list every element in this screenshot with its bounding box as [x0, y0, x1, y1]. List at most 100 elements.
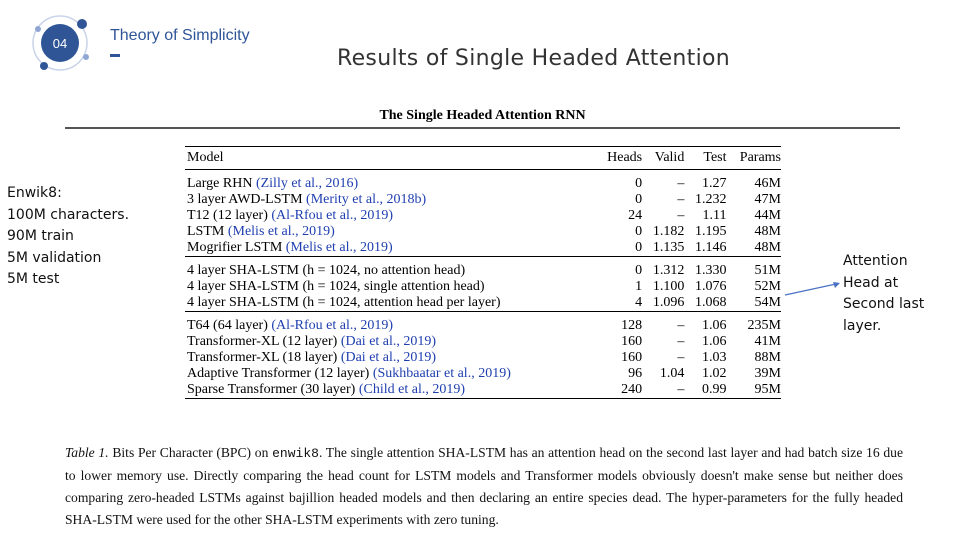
model-cell: Large RHN (Zilly et al., 2016) — [185, 170, 596, 193]
value-cell: 44M — [754, 208, 781, 223]
value-cell: 0 — [635, 192, 643, 207]
badge: 04 — [53, 36, 67, 51]
citation: (Merity et al., 2018b) — [306, 192, 427, 207]
value-cell: 1.04 — [659, 366, 685, 381]
value-cell: 0 — [595, 256, 643, 279]
value-cell: 96 — [628, 366, 643, 381]
table-row: LSTM (Melis et al., 2019) 0 1.182 1.195 48M — [185, 224, 781, 240]
citation: (Dai et al., 2019) — [340, 350, 437, 365]
value-cell: 235M — [726, 311, 781, 334]
value-cell: 1.068 — [695, 295, 727, 310]
note-line: Head at — [843, 274, 899, 291]
value-cell: 24 — [628, 208, 643, 223]
value-cell: 1.03 — [702, 350, 727, 365]
value-cell: 48M — [754, 224, 781, 239]
table-row: Transformer-XL (18 layer) (Dai et al., 2… — [185, 350, 781, 366]
model-name: 4 layer SHA-LSTM (h = 1024, single atten… — [187, 279, 485, 294]
table-row: Mogrifier LSTM (Melis et al., 2019) 0 1.13… — [185, 240, 781, 257]
model-name: Transformer-XL (18 layer) — [187, 350, 338, 365]
table-row: 4 layer SHA-LSTM (h = 1024, attention he… — [185, 295, 781, 312]
table-row: T64 (64 layer) (Al-Rfou et al., 2019) 128… — [185, 311, 781, 334]
citation: (Al-Rfou et al., 2019) — [271, 208, 394, 223]
caption-code: enwik8 — [272, 446, 319, 461]
value-cell: 88M — [754, 350, 781, 365]
model-cell: Transformer-XL (12 layer) (Dai et al., 2… — [185, 334, 596, 350]
value-cell: 46M — [754, 176, 781, 191]
header-cell: Heads — [595, 146, 643, 170]
table-row: T12 (12 layer) (Al-Rfou et al., 2019) 24 –… — [185, 208, 781, 224]
citation: (Al-Rfou et al., 2019) — [271, 318, 394, 333]
value-cell: 160 — [621, 350, 643, 365]
value-cell: 1.11 — [702, 208, 727, 223]
value-cell: 1.076 — [695, 279, 727, 294]
value-cell: 47M — [754, 192, 781, 207]
model-name: Mogrifier LSTM — [187, 240, 283, 255]
value-cell: – — [677, 176, 685, 191]
value-cell: 0 — [635, 224, 643, 239]
value-cell: 1.06 — [684, 311, 727, 334]
header-cell: Model — [185, 146, 596, 170]
table-caption: Table 1. Bits Per Character (BPC) on enw… — [65, 442, 903, 531]
model-name: T12 (12 layer) — [187, 208, 268, 223]
model-cell: Adaptive Transformer (12 layer) (Sukhbaa… — [185, 366, 596, 382]
citation: (Zilly et al., 2016) — [255, 176, 359, 191]
model-cell: T12 (12 layer) (Al-Rfou et al., 2019) — [185, 208, 596, 224]
value-cell: 1.146 — [695, 240, 727, 255]
model-name: LSTM — [187, 224, 225, 239]
value-cell: – — [677, 208, 685, 223]
value-cell: 1.27 — [702, 176, 727, 191]
model-cell: 3 layer AWD-LSTM (Merity et al., 2018b) — [185, 192, 596, 208]
header-cell: Params — [726, 146, 781, 170]
table-title: The Single Headed Attention RNN — [379, 108, 586, 123]
value-cell: 1.02 — [702, 366, 727, 381]
table-row: 3 layer AWD-LSTM (Merity et al., 2018b) 0… — [185, 192, 781, 208]
model-cell: 4 layer SHA-LSTM (h = 1024, single atten… — [185, 279, 596, 295]
citation: (Melis et al., 2019) — [227, 224, 335, 239]
note-line: 5M test — [7, 271, 60, 287]
results-table: Model Heads Valid Test Params Large RHN (Zill… — [185, 146, 781, 399]
model-cell: Mogrifier LSTM (Melis et al., 2019) — [185, 240, 596, 257]
value-cell: 1.232 — [695, 192, 727, 207]
note-line: 90M train — [7, 228, 74, 244]
value-cell: 95M — [754, 382, 781, 397]
model-name: Adaptive Transformer (12 layer) — [187, 366, 370, 381]
value-cell: 240 — [621, 382, 643, 397]
caption-text: . The single attention SHA-LSTM has an a… — [65, 445, 903, 527]
value-cell: 48M — [754, 240, 781, 255]
caption-text: Bits Per Character (BPC) on — [112, 445, 269, 460]
value-cell: 4 — [635, 295, 643, 310]
model-cell: 4 layer SHA-LSTM (h = 1024, attention he… — [185, 295, 596, 312]
left-note: Enwik8: 100M characters. 90M train 5M valid… — [7, 183, 129, 291]
model-cell: Sparse Transformer (30 layer) (Child et … — [185, 382, 596, 399]
value-cell: – — [677, 350, 685, 365]
model-cell: LSTM (Melis et al., 2019) — [185, 224, 596, 240]
value-cell: 0 — [635, 240, 643, 255]
value-cell: – — [642, 311, 685, 334]
table-row: Transformer-XL (12 layer) (Dai et al., 2… — [185, 334, 781, 350]
value-cell: – — [677, 382, 685, 397]
value-cell: 1.195 — [695, 224, 727, 239]
value-cell: 51M — [726, 256, 781, 279]
value-cell: 1.096 — [652, 295, 685, 310]
table-row: Large RHN (Zilly et al., 2016) 0 – 1.27 46M — [185, 170, 781, 193]
model-name: Large RHN — [187, 176, 253, 191]
value-cell: 0.99 — [702, 382, 727, 397]
caption-label: Table 1. — [65, 445, 109, 460]
table-row: 4 layer SHA-LSTM (h = 1024, single atten… — [185, 279, 781, 295]
note-line: 100M characters. — [7, 206, 130, 223]
model-name: T64 (64 layer) — [187, 318, 268, 333]
note-line: Second last — [843, 296, 925, 312]
note-line: Attention — [843, 253, 908, 269]
value-cell: 41M — [754, 334, 781, 349]
model-name: 4 layer SHA-LSTM (h = 1024, attention he… — [187, 295, 501, 310]
section-title: Theory of Simplicity — [110, 27, 250, 44]
value-cell: 39M — [754, 366, 781, 381]
value-cell: 1.182 — [652, 224, 685, 239]
right-note: Attention Head at Second last layer. — [843, 251, 924, 337]
model-name: 4 layer SHA-LSTM (h = 1024, no attention… — [187, 263, 466, 278]
citation: (Child et al., 2019) — [358, 382, 466, 397]
model-cell: T64 (64 layer) (Al-Rfou et al., 2019) — [185, 311, 596, 334]
rule — [65, 127, 900, 129]
header-cell: Test — [684, 146, 727, 170]
